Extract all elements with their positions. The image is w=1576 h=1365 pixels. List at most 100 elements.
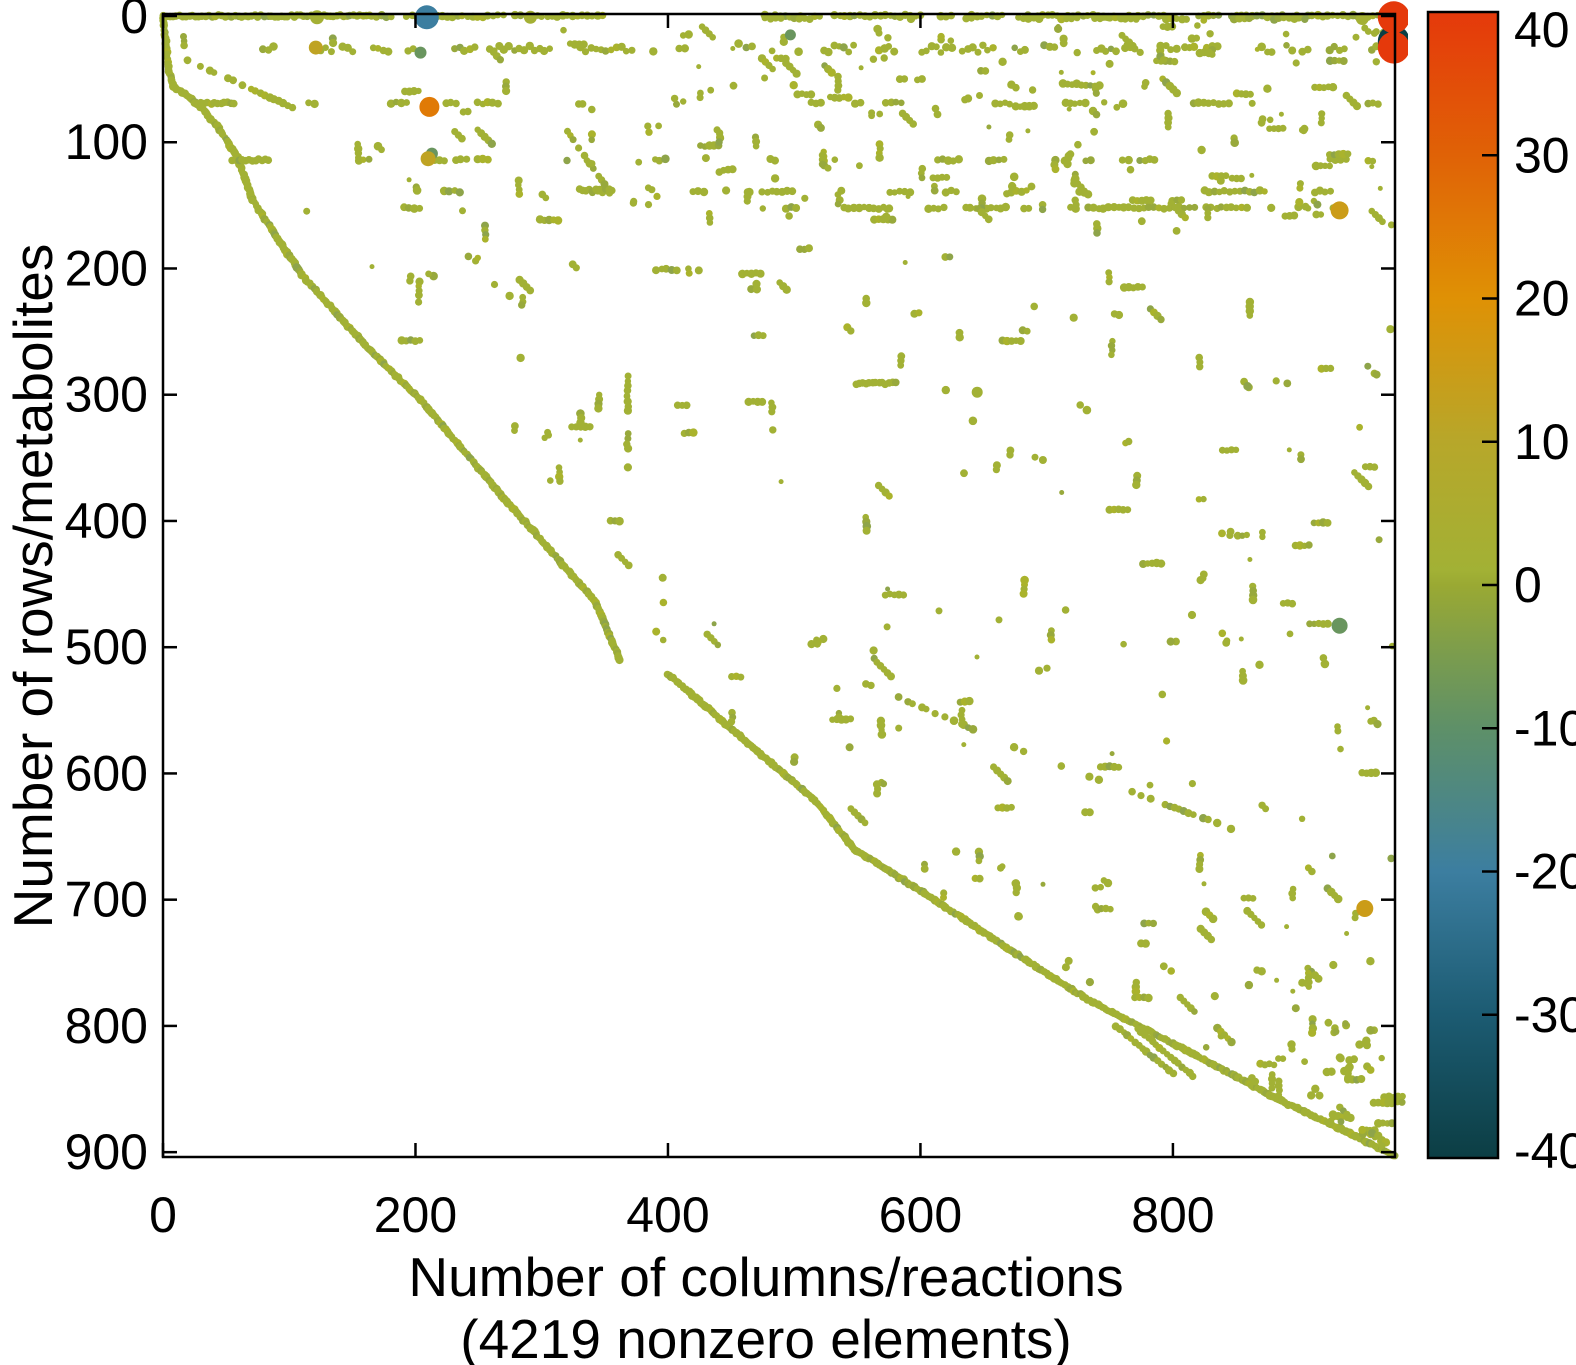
matrix-nonzero-dot (1356, 900, 1374, 917)
matrix-nonzero-dot (880, 54, 888, 62)
matrix-nonzero-dot (1358, 1125, 1367, 1134)
matrix-nonzero-dot (899, 591, 908, 599)
matrix-nonzero-dot (947, 37, 955, 44)
matrix-nonzero-dot (1274, 977, 1280, 983)
matrix-nonzero-dot (844, 93, 853, 102)
matrix-nonzero-dot (761, 14, 769, 22)
matrix-nonzero-dot (1301, 1058, 1308, 1065)
matrix-nonzero-dot (1326, 162, 1333, 170)
matrix-nonzero-dot (770, 174, 780, 183)
matrix-nonzero-dot (624, 435, 632, 442)
matrix-nonzero-dot (1201, 881, 1207, 887)
matrix-nonzero-dot (947, 43, 957, 52)
matrix-nonzero-dot (1275, 1091, 1283, 1099)
matrix-nonzero-dot (971, 386, 983, 398)
matrix-nonzero-dot (238, 81, 247, 90)
matrix-nonzero-dot (1375, 536, 1383, 544)
matrix-nonzero-dot (1115, 763, 1123, 771)
matrix-nonzero-dot (1374, 1131, 1383, 1140)
matrix-nonzero-dot (600, 180, 609, 189)
matrix-nonzero-dot (1100, 877, 1108, 884)
matrix-nonzero-dot (1207, 935, 1216, 944)
matrix-nonzero-dot (782, 285, 791, 294)
matrix-nonzero-dot (995, 616, 1003, 624)
matrix-nonzero-dot (875, 153, 884, 162)
matrix-nonzero-dot (1008, 181, 1016, 189)
matrix-nonzero-dot (1071, 100, 1079, 107)
matrix-nonzero-dot (1257, 921, 1266, 929)
matrix-nonzero-dot (752, 142, 760, 150)
colorbar-tick-label: 20 (1514, 271, 1570, 327)
matrix-nonzero-dot (1341, 45, 1348, 53)
matrix-nonzero-dot (722, 186, 731, 195)
matrix-nonzero-dot (1370, 29, 1379, 37)
matrix-nonzero-dot (544, 428, 552, 436)
matrix-nonzero-dot (458, 134, 466, 143)
matrix-nonzero-dot (675, 44, 683, 53)
matrix-nonzero-dot (1172, 44, 1181, 53)
matrix-nonzero-dot (658, 573, 667, 582)
matrix-nonzero-dot (818, 160, 827, 168)
matrix-nonzero-dot (624, 430, 632, 437)
matrix-nonzero-dot (805, 15, 814, 23)
matrix-nonzero-dot (1059, 490, 1065, 495)
y-tick-label: 0 (120, 0, 148, 44)
matrix-nonzero-dot (1137, 217, 1146, 226)
matrix-nonzero-dot (1320, 659, 1330, 669)
matrix-nonzero-dot (1195, 865, 1204, 873)
matrix-nonzero-dot (1019, 589, 1028, 598)
matrix-nonzero-dot (1278, 111, 1284, 117)
matrix-nonzero-dot (672, 266, 681, 275)
matrix-nonzero-dot (1330, 42, 1338, 51)
matrix-nonzero-dot (771, 156, 779, 165)
matrix-nonzero-dot (1344, 1073, 1353, 1083)
matrix-nonzero-dot (1073, 48, 1081, 57)
matrix-nonzero-dot (1208, 914, 1218, 924)
matrix-nonzero-dot (1095, 81, 1104, 90)
matrix-nonzero-dot (1296, 184, 1304, 192)
matrix-nonzero-dot (933, 43, 940, 51)
x-tick-label: 200 (374, 1187, 457, 1243)
matrix-nonzero-dot (856, 98, 865, 107)
matrix-nonzero-dot (183, 56, 192, 65)
matrix-nonzero-dot (905, 194, 911, 199)
matrix-nonzero-dot (1159, 962, 1168, 971)
matrix-nonzero-dot (955, 333, 964, 342)
matrix-nonzero-dot (1249, 172, 1255, 178)
matrix-nonzero-dot (868, 112, 875, 120)
matrix-nonzero-dot (952, 188, 960, 196)
matrix-nonzero-dot (891, 189, 898, 196)
matrix-nonzero-dot (1187, 610, 1197, 620)
matrix-nonzero-dot (1076, 401, 1084, 409)
matrix-nonzero-dot (1157, 559, 1166, 568)
matrix-nonzero-dot (1093, 229, 1101, 237)
matrix-nonzero-dot (504, 42, 513, 51)
matrix-nonzero-dot (623, 386, 632, 395)
matrix-nonzero-dot (792, 204, 801, 212)
matrix-nonzero-dot (920, 865, 929, 873)
matrix-nonzero-dot (1267, 48, 1276, 56)
matrix-nonzero-dot (931, 104, 940, 113)
matrix-nonzero-dot (1372, 58, 1381, 66)
matrix-nonzero-dot (1305, 541, 1313, 549)
matrix-nonzero-dot (369, 264, 375, 270)
matrix-nonzero-dot (1147, 196, 1155, 205)
matrix-nonzero-dot (1038, 205, 1047, 214)
colorbar-tick-label: 0 (1514, 557, 1542, 613)
matrix-nonzero-dot (1025, 204, 1033, 212)
matrix-nonzero-dot (795, 15, 803, 23)
matrix-nonzero-dot (1272, 377, 1280, 385)
matrix-nonzero-dot (1113, 103, 1121, 111)
matrix-nonzero-dot (622, 47, 630, 55)
matrix-nonzero-dot (1339, 57, 1348, 65)
matrix-nonzero-dot (1235, 14, 1244, 23)
matrix-nonzero-dot (1328, 852, 1336, 860)
matrix-nonzero-dot (1283, 42, 1290, 49)
matrix-nonzero-dot (839, 43, 848, 52)
matrix-nonzero-dot (1051, 165, 1060, 174)
matrix-nonzero-dot (1259, 533, 1266, 541)
matrix-nonzero-dot (1072, 201, 1080, 209)
matrix-nonzero-dot (1172, 88, 1182, 98)
matrix-nonzero-dot (1124, 506, 1132, 514)
matrix-nonzero-dot (349, 48, 357, 56)
